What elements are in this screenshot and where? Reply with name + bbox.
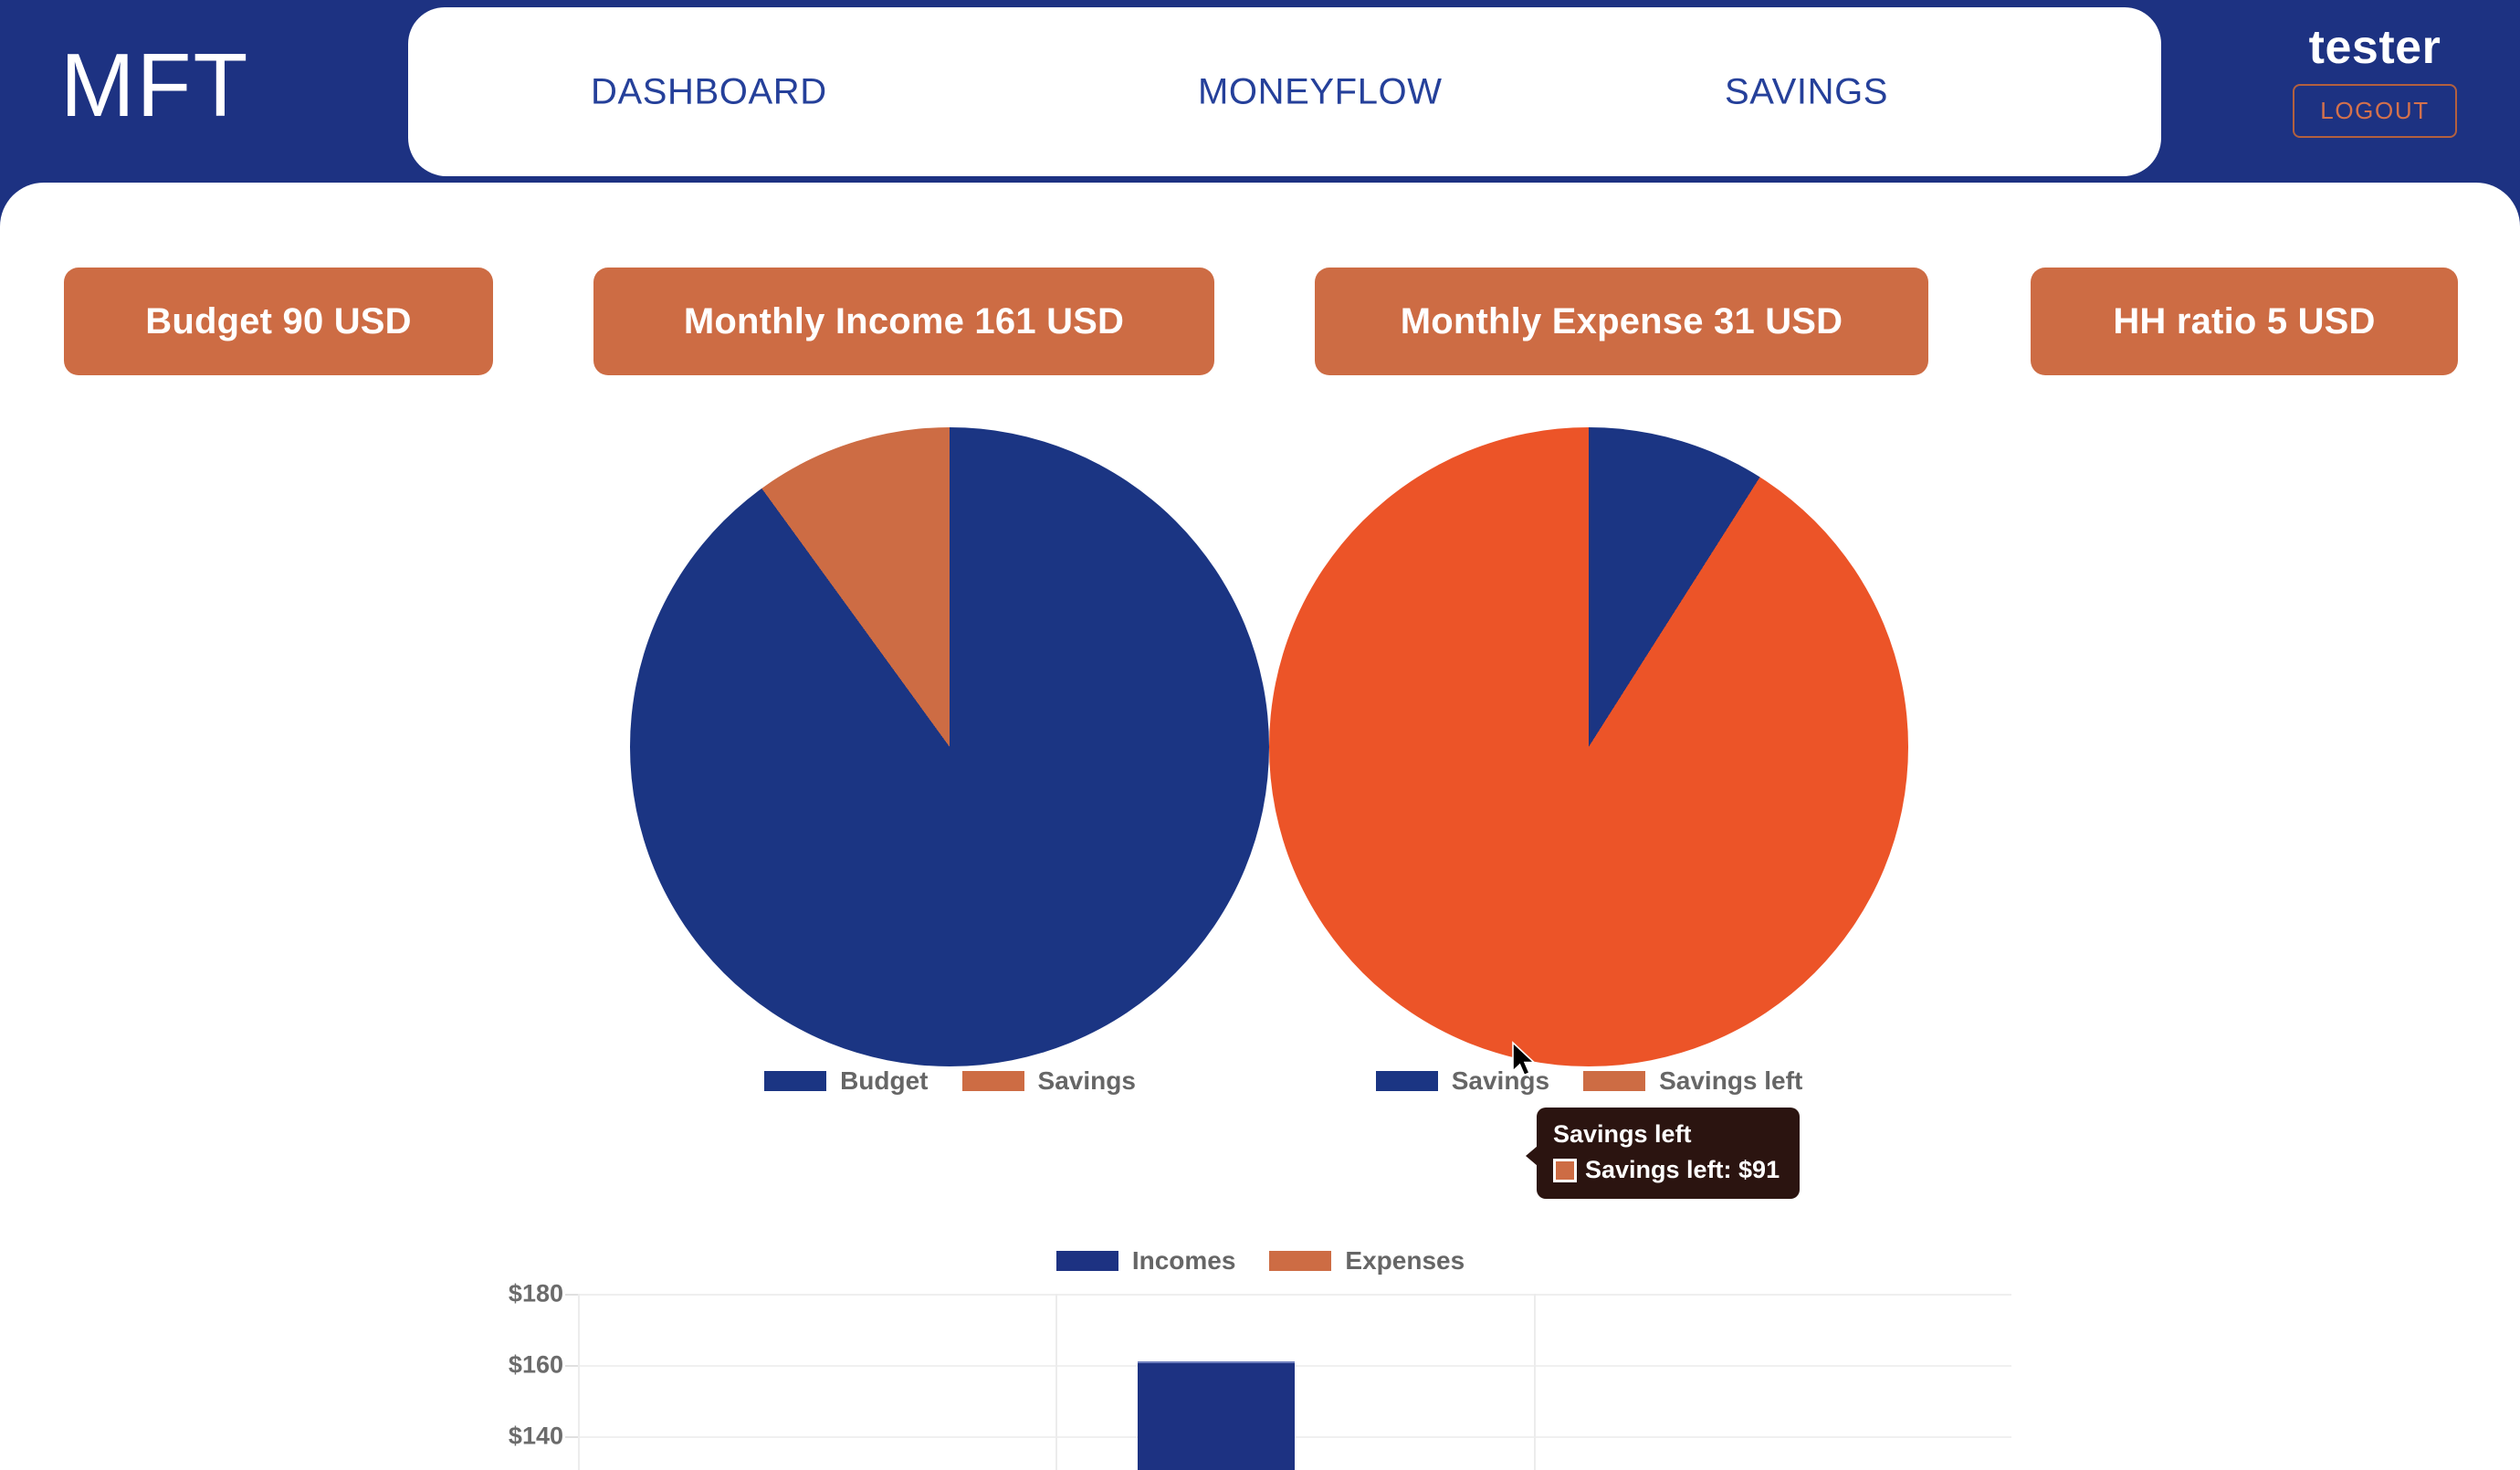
legend-swatch-savings-2: [1374, 1070, 1439, 1092]
legend-item-savings-left[interactable]: Savings left: [1582, 1066, 1802, 1096]
legend-label-budget: Budget: [840, 1066, 929, 1095]
stat-card-budget[interactable]: Budget 90 USD: [64, 268, 493, 375]
bar-chart-gridline: [578, 1436, 2011, 1438]
bar-chart-y-tick: [565, 1294, 578, 1296]
user-area: tester LOGOUT: [2261, 24, 2489, 138]
bar-chart-category-divider: [1055, 1294, 1058, 1470]
brand-logo[interactable]: MFT: [60, 35, 250, 135]
nav-item-dashboard[interactable]: DASHBOARD: [591, 71, 827, 111]
nav-card: DASHBOARD MONEYFLOW SAVINGS: [408, 7, 2161, 176]
legend-swatch-expenses: [1268, 1250, 1333, 1272]
stat-card-monthly-expense[interactable]: Monthly Expense 31 USD: [1315, 268, 1928, 375]
legend-swatch-savings: [961, 1070, 1025, 1092]
stat-card-monthly-income[interactable]: Monthly Income 161 USD: [593, 268, 1214, 375]
legend-label-expenses: Expenses: [1345, 1246, 1465, 1275]
bar-chart-category-divider: [578, 1294, 580, 1470]
savings-left-pie-chart[interactable]: [1269, 427, 1908, 1066]
legend-swatch-incomes: [1055, 1250, 1119, 1272]
nav-item-moneyflow[interactable]: MONEYFLOW: [1198, 71, 1443, 111]
legend-item-budget[interactable]: Budget: [763, 1066, 929, 1096]
bar-chart-bar[interactable]: [1138, 1361, 1295, 1470]
bar-chart-y-tick-label: $140: [508, 1422, 563, 1450]
budget-savings-pie-chart[interactable]: [630, 427, 1269, 1066]
legend-swatch-budget: [763, 1070, 828, 1092]
content-panel: Budget 90 USD Monthly Income 161 USD Mon…: [0, 183, 2520, 1470]
bar-chart-legend: Incomes Expenses: [0, 1246, 2520, 1276]
legend-item-incomes[interactable]: Incomes: [1055, 1246, 1236, 1276]
bar-chart-y-tick: [565, 1436, 578, 1438]
legend-label-savings-left: Savings left: [1659, 1066, 1803, 1095]
logout-button[interactable]: LOGOUT: [2293, 84, 2457, 138]
budget-savings-pie-legend: Budget Savings: [621, 1066, 1278, 1096]
pie-charts-row: Budget Savings Savings: [0, 411, 2520, 1370]
budget-savings-pie-block: Budget Savings: [621, 411, 1278, 1132]
username-label: tester: [2308, 21, 2441, 74]
stat-card-hh-ratio[interactable]: HH ratio 5 USD: [2031, 268, 2458, 375]
bar-chart-y-axis: $180 $160 $140: [470, 1280, 571, 1470]
bar-chart-category-divider: [1533, 1294, 1536, 1470]
legend-label-savings: Savings: [1037, 1066, 1136, 1095]
savings-left-pie-block: Savings Savings left: [1260, 411, 1917, 1132]
legend-item-savings-2[interactable]: Savings: [1374, 1066, 1550, 1096]
stat-cards-row: Budget 90 USD Monthly Income 161 USD Mon…: [0, 268, 2520, 375]
legend-label-incomes: Incomes: [1131, 1246, 1236, 1275]
savings-left-pie-legend: Savings Savings left: [1260, 1066, 1917, 1096]
bar-chart-gridline: [578, 1294, 2011, 1296]
app-header: MFT DASHBOARD MONEYFLOW SAVINGS tester L…: [0, 0, 2520, 183]
bar-chart-gridline: [578, 1365, 2011, 1367]
bar-chart-y-tick-label: $180: [508, 1279, 563, 1307]
incomes-expenses-bar-section: Incomes Expenses $180 $160 $140: [0, 1246, 2520, 1470]
bar-chart-y-tick: [565, 1365, 578, 1367]
bar-chart-plot-area[interactable]: $180 $160 $140: [509, 1280, 2011, 1470]
legend-item-expenses[interactable]: Expenses: [1268, 1246, 1465, 1276]
bar-chart-y-tick-label: $160: [508, 1350, 563, 1379]
main-navigation: DASHBOARD MONEYFLOW SAVINGS: [408, 7, 2161, 176]
legend-label-savings-2: Savings: [1451, 1066, 1550, 1095]
legend-item-savings[interactable]: Savings: [961, 1066, 1136, 1096]
legend-swatch-savings-left: [1582, 1070, 1647, 1092]
nav-item-savings[interactable]: SAVINGS: [1725, 71, 1889, 111]
